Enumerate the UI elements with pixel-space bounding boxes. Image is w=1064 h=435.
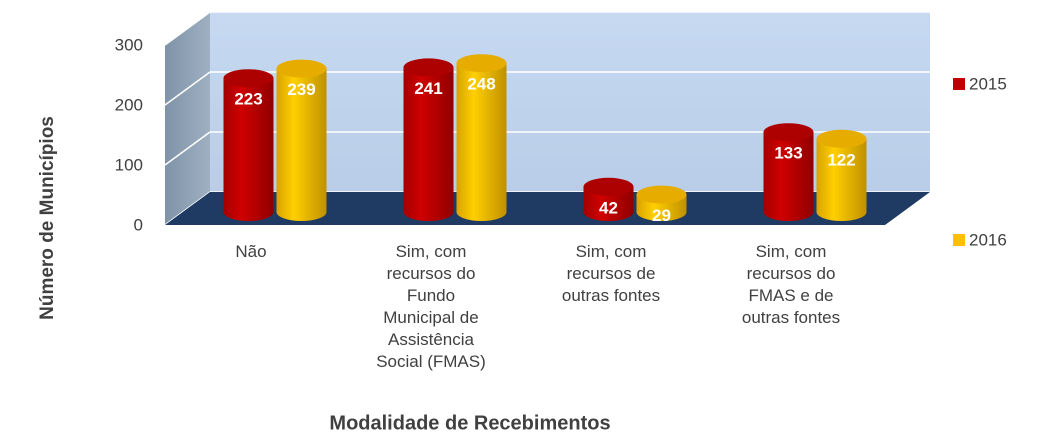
bar-top [816, 129, 867, 148]
bar-top [763, 123, 814, 142]
y-axis-title: Número de Municípios [37, 116, 58, 320]
bar [276, 68, 327, 221]
x-tick-label: Sim, com recursos do FMAS e de outras fo… [741, 242, 841, 327]
bar [816, 138, 867, 221]
x-tick-label: Sim, com recursos de outras fontes [561, 242, 661, 305]
bar-top [636, 185, 687, 204]
data-label: 241 [414, 79, 442, 98]
bar [583, 186, 634, 221]
legend-label: 2015 [969, 74, 1007, 93]
bar [403, 67, 454, 222]
bar [223, 78, 274, 221]
legend-swatch [953, 78, 965, 90]
bar-top [583, 177, 634, 196]
data-label: 248 [467, 75, 495, 94]
x-tick-label: Não [235, 242, 267, 261]
y-tick-label: 200 [115, 95, 143, 114]
bar-top [276, 59, 327, 78]
floor [165, 192, 930, 225]
data-label: 239 [287, 80, 315, 99]
grid-line [164, 71, 211, 106]
bar-top [456, 54, 507, 73]
bar [763, 132, 814, 221]
grid-line [164, 11, 211, 46]
bar-top [403, 58, 454, 77]
side-wall [165, 12, 210, 225]
bar [456, 63, 507, 222]
x-tick-label: Sim, com recursos do Fundo Municipal de … [376, 242, 486, 371]
bar-top [223, 69, 274, 88]
data-label: 42 [599, 198, 618, 217]
legend-swatch [953, 234, 965, 246]
data-label: 133 [774, 144, 802, 163]
data-label: 29 [652, 206, 671, 225]
y-tick-label: 300 [115, 35, 143, 54]
y-tick-label: 0 [134, 215, 143, 234]
data-label: 223 [234, 90, 262, 109]
x-axis-title: Modalidade de Recebimentos [329, 412, 610, 434]
back-wall [210, 12, 930, 192]
grid-line [164, 131, 211, 166]
legend-label: 2016 [969, 230, 1007, 249]
data-label: 122 [827, 150, 855, 169]
y-tick-label: 100 [115, 155, 143, 174]
